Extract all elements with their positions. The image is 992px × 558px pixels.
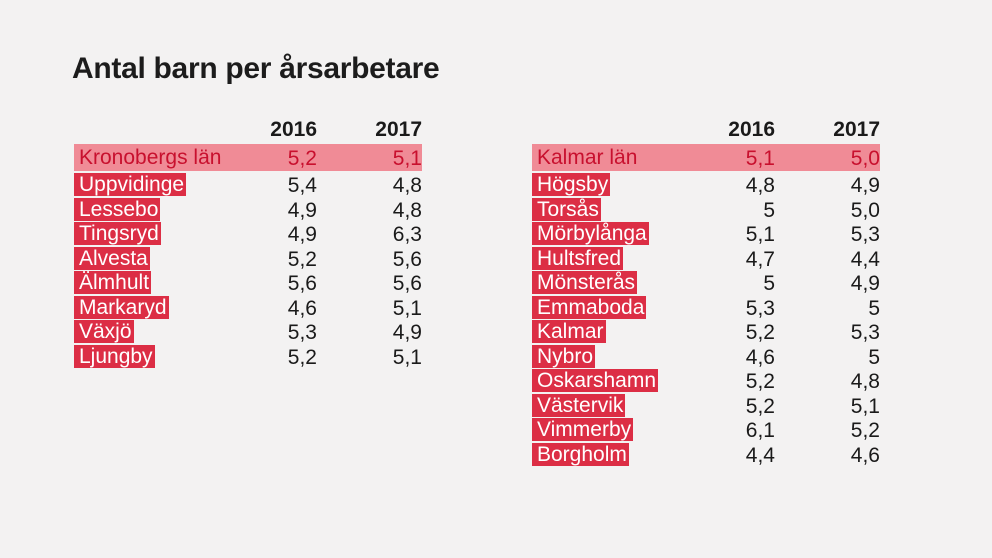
municipality-name: Torsås <box>532 197 601 221</box>
kronoberg-table: 2016 2017 Kronobergs län 5,2 5,1 Uppvidinge 5,… <box>72 114 422 369</box>
municipality-name: Hultsfred <box>532 246 624 270</box>
column-header-2017: 2017 <box>833 118 880 141</box>
municipality-name: Uppvidinge <box>74 173 187 196</box>
table-row: Vimmerby 6,1 5,2 <box>530 418 880 443</box>
value-2017: 4,9 <box>850 174 880 197</box>
municipality-name: Borgholm <box>532 442 629 466</box>
municipality-name: Västervik <box>532 393 626 417</box>
region-name: Kronobergs län <box>79 146 222 169</box>
value-2017: 4,4 <box>850 247 880 271</box>
value-2016: 4,7 <box>745 247 775 271</box>
value-2016: 4,9 <box>287 198 317 222</box>
chart-title: Antal barn per årsarbetare <box>72 52 440 85</box>
value-2016: 4,6 <box>745 345 775 369</box>
column-header-2016: 2016 <box>728 118 775 141</box>
value-2016: 6,1 <box>745 419 775 442</box>
total-row: Kalmar län 5,1 5,0 <box>530 144 880 172</box>
total-row-band <box>74 144 422 171</box>
value-2016: 4,9 <box>287 223 317 246</box>
value-2016: 5,2 <box>745 321 775 344</box>
municipality-name: Kalmar <box>532 320 606 343</box>
table-row: Mörbylånga 5,1 5,3 <box>530 222 880 247</box>
table-row: Alvesta 5,2 5,6 <box>72 246 422 272</box>
value-2017: 5,1 <box>392 296 422 320</box>
value-2017: 4,8 <box>392 198 422 222</box>
table-row: Kalmar 5,2 5,3 <box>530 320 880 345</box>
total-row-band <box>532 144 880 171</box>
table-row: Markaryd 4,6 5,1 <box>72 295 422 321</box>
value-2016: 4,4 <box>745 443 775 467</box>
value-2017: 5,0 <box>850 198 880 222</box>
value-2017: 5,0 <box>850 147 880 170</box>
municipality-name: Ljungby <box>74 344 155 368</box>
municipality-name: Tingsryd <box>74 222 161 245</box>
value-2016: 5,1 <box>745 147 775 170</box>
municipality-name: Mönsterås <box>532 271 638 294</box>
value-2016: 5,6 <box>287 272 317 295</box>
value-2017: 5 <box>868 296 880 320</box>
table-row: Växjö 5,3 4,9 <box>72 320 422 345</box>
value-2016: 5,4 <box>287 174 317 197</box>
value-2017: 4,6 <box>850 443 880 467</box>
value-2016: 5,1 <box>745 223 775 246</box>
table-row: Västervik 5,2 5,1 <box>530 393 880 419</box>
value-2017: 6,3 <box>392 223 422 246</box>
table-row: Tingsryd 4,9 6,3 <box>72 222 422 247</box>
value-2016: 5,2 <box>287 345 317 369</box>
municipality-name: Markaryd <box>74 295 169 319</box>
table-row: Uppvidinge 5,4 4,8 <box>72 173 422 198</box>
value-2017: 4,8 <box>392 174 422 197</box>
table-row: Ljungby 5,2 5,1 <box>72 344 422 370</box>
table-row: Lessebo 4,9 4,8 <box>72 197 422 223</box>
value-2017: 5,3 <box>850 223 880 246</box>
value-2016: 5,2 <box>287 247 317 271</box>
municipality-name: Älmhult <box>74 271 152 294</box>
table-row: Hultsfred 4,7 4,4 <box>530 246 880 272</box>
table-row: Nybro 4,6 5 <box>530 344 880 370</box>
municipality-name: Nybro <box>532 344 596 368</box>
value-2017: 4,9 <box>850 272 880 295</box>
value-2016: 5 <box>763 272 775 295</box>
value-2016: 5,3 <box>745 296 775 320</box>
value-2016: 4,6 <box>287 296 317 320</box>
value-2017: 5,3 <box>850 321 880 344</box>
value-2017: 4,9 <box>392 321 422 344</box>
value-2017: 5,2 <box>850 419 880 442</box>
value-2016: 5,2 <box>745 370 775 393</box>
kalmar-table: 2016 2017 Kalmar län 5,1 5,0 Högsby 4,8 4,9 Tors… <box>530 114 880 467</box>
value-2017: 5 <box>868 345 880 369</box>
municipality-name: Högsby <box>532 173 611 196</box>
table-row: Högsby 4,8 4,9 <box>530 173 880 198</box>
column-header-2016: 2016 <box>270 118 317 141</box>
table-header: 2016 2017 <box>72 114 422 144</box>
value-2017: 5,1 <box>392 147 422 170</box>
table-row: Älmhult 5,6 5,6 <box>72 271 422 296</box>
municipality-name: Oskarshamn <box>532 369 659 392</box>
value-2016: 5,2 <box>287 147 317 170</box>
table-row: Torsås 5 5,0 <box>530 197 880 223</box>
total-row: Kronobergs län 5,2 5,1 <box>72 144 422 172</box>
municipality-name: Emmaboda <box>532 295 647 319</box>
value-2016: 5 <box>763 198 775 222</box>
value-2017: 5,1 <box>392 345 422 369</box>
region-name: Kalmar län <box>537 146 638 169</box>
municipality-name: Alvesta <box>74 246 150 270</box>
value-2017: 5,1 <box>850 394 880 418</box>
table-row: Oskarshamn 5,2 4,8 <box>530 369 880 394</box>
column-header-2017: 2017 <box>375 118 422 141</box>
municipality-name: Växjö <box>74 320 134 343</box>
value-2016: 4,8 <box>745 174 775 197</box>
municipality-name: Vimmerby <box>532 418 634 441</box>
table-row: Borgholm 4,4 4,6 <box>530 442 880 468</box>
value-2017: 4,8 <box>850 370 880 393</box>
value-2017: 5,6 <box>392 247 422 271</box>
table-header: 2016 2017 <box>530 114 880 144</box>
value-2016: 5,2 <box>745 394 775 418</box>
municipality-name: Mörbylånga <box>532 222 649 245</box>
table-row: Emmaboda 5,3 5 <box>530 295 880 321</box>
municipality-name: Lessebo <box>74 197 161 221</box>
table-row: Mönsterås 5 4,9 <box>530 271 880 296</box>
value-2016: 5,3 <box>287 321 317 344</box>
value-2017: 5,6 <box>392 272 422 295</box>
